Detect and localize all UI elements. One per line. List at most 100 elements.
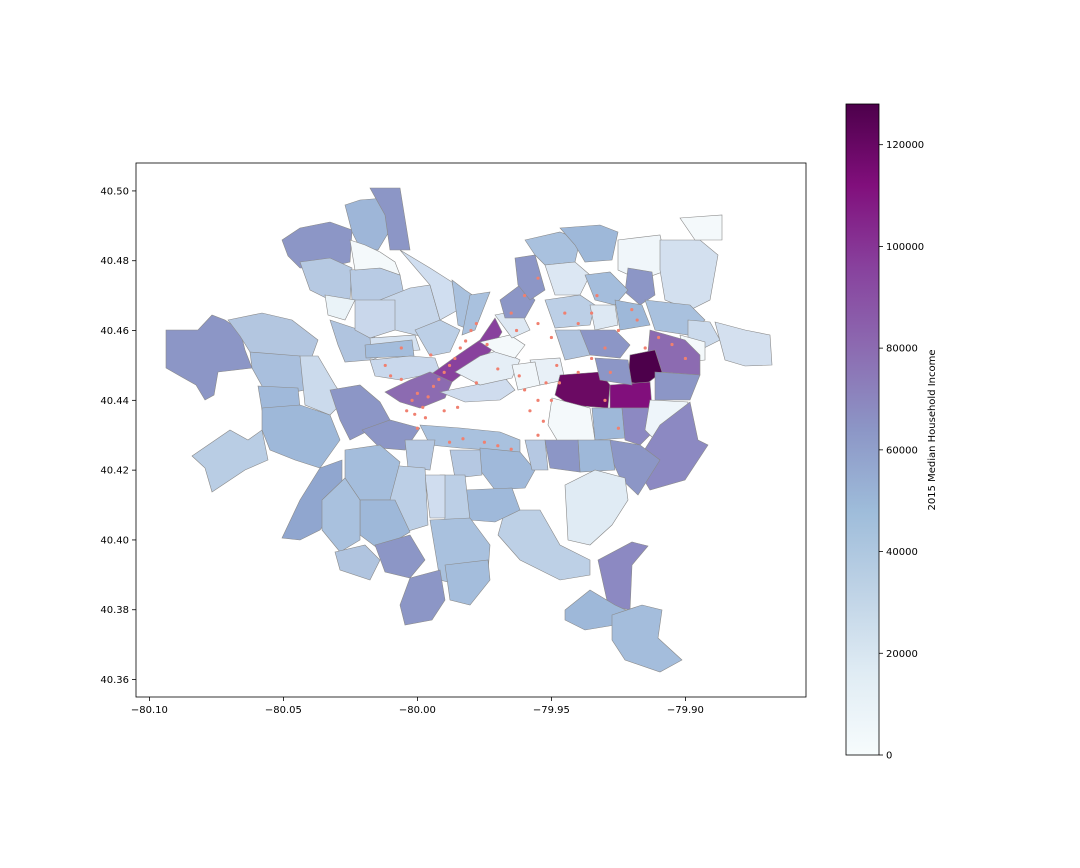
point-marker bbox=[536, 276, 540, 280]
region-overbrook bbox=[374, 534, 426, 579]
region-overbrook-south bbox=[444, 559, 491, 606]
region-carrick-south bbox=[611, 604, 683, 673]
region-west-oakland bbox=[511, 361, 541, 391]
y-tick-label: 40.40 bbox=[100, 535, 129, 546]
point-marker bbox=[464, 339, 468, 343]
point-marker bbox=[415, 426, 419, 430]
point-marker bbox=[549, 335, 554, 340]
point-marker bbox=[469, 328, 473, 333]
y-tick-label: 40.48 bbox=[100, 256, 129, 267]
point-marker bbox=[576, 321, 580, 326]
point-marker bbox=[474, 321, 478, 326]
point-marker bbox=[595, 294, 599, 298]
point-marker bbox=[544, 381, 548, 385]
x-tick-label: −80.00 bbox=[399, 705, 436, 716]
point-marker bbox=[563, 311, 567, 315]
point-marker bbox=[603, 398, 607, 402]
region-lincoln-place bbox=[679, 214, 723, 241]
region-carrick-west bbox=[399, 569, 446, 626]
region-beltzhoover bbox=[404, 439, 436, 471]
colorbar-tick-label: 40000 bbox=[886, 547, 918, 558]
region-bloomfield bbox=[544, 294, 596, 329]
x-tick-label: −79.90 bbox=[667, 705, 704, 716]
region-swisshelm bbox=[591, 407, 626, 441]
point-marker bbox=[509, 447, 513, 451]
region-lincoln-lemington bbox=[659, 239, 719, 311]
region-friendship bbox=[589, 304, 619, 331]
point-marker bbox=[590, 356, 594, 361]
region-glen-hazel bbox=[577, 439, 616, 473]
region-south-side-flats-east bbox=[544, 439, 581, 473]
point-marker bbox=[383, 363, 387, 368]
region-brighton-heights bbox=[344, 197, 391, 251]
point-marker bbox=[517, 374, 521, 378]
neighborhood-polygons bbox=[165, 187, 773, 673]
y-tick-label: 40.38 bbox=[100, 605, 129, 616]
region-homewood-north bbox=[714, 321, 773, 367]
point-marker bbox=[657, 335, 661, 340]
point-marker bbox=[635, 318, 639, 322]
colorbar-tick-label: 100000 bbox=[886, 242, 924, 253]
region-hill-district bbox=[454, 349, 521, 386]
point-marker bbox=[405, 409, 409, 413]
point-marker bbox=[616, 426, 621, 430]
region-marshall-shadeland bbox=[281, 221, 353, 269]
point-marker bbox=[528, 409, 532, 413]
point-marker bbox=[509, 311, 513, 315]
colorbar-tick-label: 0 bbox=[886, 751, 892, 762]
region-california-kirkbride bbox=[354, 299, 396, 339]
point-marker bbox=[557, 381, 562, 385]
x-tick-label: −79.95 bbox=[533, 705, 570, 716]
region-larimer bbox=[624, 267, 656, 306]
region-fairywood bbox=[191, 429, 269, 493]
point-marker bbox=[461, 437, 465, 441]
region-east-allegheny bbox=[414, 319, 461, 357]
colorbar bbox=[845, 103, 880, 756]
region-brookline-south bbox=[334, 544, 381, 581]
colorbar-tick-label: 80000 bbox=[886, 344, 918, 355]
region-stanton-heights bbox=[559, 224, 619, 263]
region-garfield bbox=[584, 271, 629, 306]
point-marker bbox=[447, 440, 452, 444]
colorbar-ticks: 0 20000 40000 60000 80000 100000 120000 bbox=[879, 140, 924, 762]
point-marker bbox=[415, 391, 419, 395]
point-marker bbox=[603, 346, 607, 350]
region-troy-hill bbox=[461, 291, 491, 336]
region-allegheny-center bbox=[364, 339, 415, 359]
region-west-end bbox=[165, 314, 253, 401]
point-marker bbox=[437, 377, 441, 381]
x-tick-label: −80.10 bbox=[131, 705, 168, 716]
region-east-liberty bbox=[614, 299, 651, 331]
region-strip-district bbox=[429, 317, 503, 383]
region-south-side-slopes bbox=[479, 447, 536, 491]
region-new-homestead bbox=[564, 469, 629, 546]
region-chateau bbox=[324, 294, 356, 321]
point-marker bbox=[399, 377, 403, 381]
y-axis-ticks: 40.36 40.38 40.40 40.42 40.44 40.46 40.48 40.50 bbox=[100, 186, 136, 686]
point-marker bbox=[608, 370, 612, 375]
region-lincoln-south bbox=[497, 509, 591, 581]
point-marker bbox=[442, 409, 446, 413]
point-marker bbox=[536, 398, 540, 402]
point-marker bbox=[496, 367, 500, 371]
x-tick-label: −80.05 bbox=[265, 705, 302, 716]
point-marker bbox=[458, 346, 462, 350]
region-northview-heights bbox=[349, 239, 401, 276]
region-squirrel-hill-east bbox=[654, 371, 701, 401]
region-squirrel-hill-north-b bbox=[609, 381, 653, 409]
point-marker bbox=[426, 395, 430, 399]
point-marker bbox=[541, 419, 545, 423]
colorbar-tick-label: 60000 bbox=[886, 445, 918, 456]
point-marker bbox=[447, 363, 452, 368]
point-marker bbox=[474, 381, 478, 385]
point-marker bbox=[536, 321, 540, 326]
y-tick-label: 40.46 bbox=[100, 326, 129, 337]
point-marker bbox=[429, 353, 433, 357]
point-marker bbox=[482, 440, 486, 444]
point-marker bbox=[523, 294, 527, 298]
point-marker bbox=[421, 405, 425, 409]
x-axis-ticks: −80.10 −80.05 −80.00 −79.95 −79.90 bbox=[131, 697, 704, 716]
point-marker bbox=[399, 346, 403, 350]
y-tick-label: 40.36 bbox=[100, 675, 129, 686]
